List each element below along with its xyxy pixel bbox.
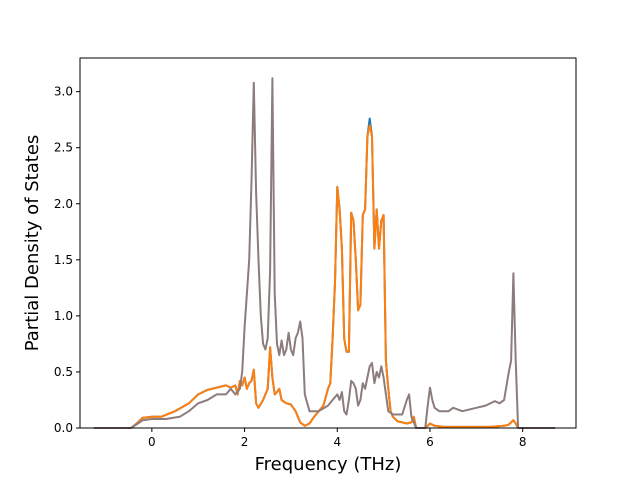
- x-tick-label: 8: [519, 435, 527, 449]
- x-tick-label: 0: [148, 435, 156, 449]
- y-tick-label: 2.5: [54, 141, 73, 155]
- y-tick-label: 2.0: [54, 197, 73, 211]
- y-tick-label: 0.0: [54, 421, 73, 435]
- x-tick-label: 6: [426, 435, 434, 449]
- y-tick-label: 1.5: [54, 253, 73, 267]
- x-axis-label: Frequency (THz): [255, 454, 402, 475]
- plot-frame: [79, 57, 577, 429]
- axes-layer: 0 2 4 6 8 0.0 0.5 1.0 1.5 2.0 2.5 3.0: [54, 85, 527, 449]
- y-tick-label: 3.0: [54, 85, 73, 99]
- y-axis-label: Partial Density of States: [22, 135, 43, 352]
- y-tick-label: 0.5: [54, 365, 73, 379]
- x-tick-label: 2: [241, 435, 249, 449]
- x-tick-label: 4: [333, 435, 341, 449]
- y-tick-label: 1.0: [54, 309, 73, 323]
- series-line-3: [93, 77, 556, 429]
- plot-background: [80, 58, 576, 428]
